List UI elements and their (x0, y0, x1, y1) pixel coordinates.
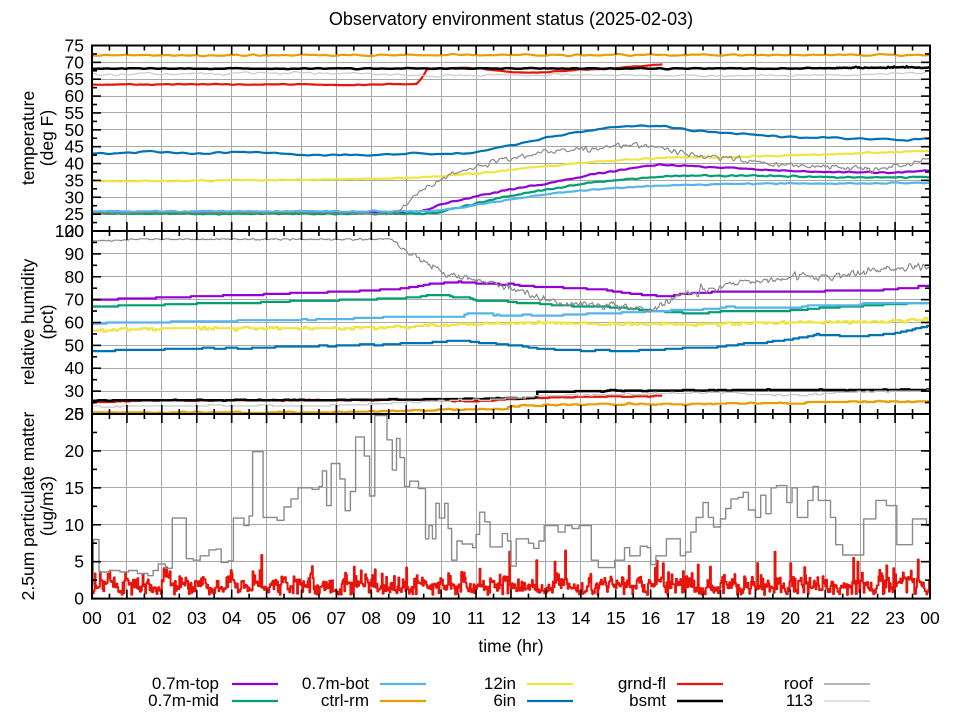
svg-text:113: 113 (786, 691, 813, 710)
svg-text:65: 65 (65, 69, 84, 89)
svg-text:15: 15 (606, 608, 625, 628)
svg-text:14: 14 (571, 608, 591, 628)
svg-text:(deg F): (deg F) (37, 110, 57, 166)
svg-text:19: 19 (746, 608, 765, 628)
svg-text:00: 00 (920, 608, 940, 628)
svg-text:40: 40 (65, 154, 85, 174)
svg-text:0.7m-bot: 0.7m-bot (302, 674, 369, 693)
svg-text:21: 21 (815, 608, 834, 628)
svg-text:2.5um particulate matter: 2.5um particulate matter (18, 411, 38, 600)
svg-text:grnd-fl: grnd-fl (618, 674, 666, 693)
svg-text:12: 12 (501, 608, 520, 628)
svg-text:relative humidity: relative humidity (18, 259, 38, 386)
svg-text:6in: 6in (493, 691, 516, 710)
svg-text:75: 75 (65, 36, 84, 56)
svg-text:23: 23 (885, 608, 904, 628)
svg-text:60: 60 (65, 86, 85, 106)
svg-text:20: 20 (781, 608, 801, 628)
svg-text:04: 04 (222, 608, 242, 628)
svg-text:temperature: temperature (18, 91, 38, 185)
svg-text:50: 50 (65, 120, 85, 140)
svg-text:15: 15 (65, 478, 84, 498)
svg-text:22: 22 (850, 608, 869, 628)
svg-text:18: 18 (711, 608, 730, 628)
svg-text:16: 16 (641, 608, 660, 628)
svg-text:12in: 12in (484, 674, 516, 693)
svg-text:time (hr): time (hr) (478, 636, 543, 656)
svg-text:55: 55 (65, 103, 84, 123)
svg-text:30: 30 (65, 381, 85, 401)
svg-text:(ug/m3): (ug/m3) (37, 476, 57, 536)
svg-text:Observatory environment status: Observatory environment status (2025-02-… (329, 9, 693, 29)
svg-text:60: 60 (65, 313, 85, 333)
svg-text:bsmt: bsmt (629, 691, 666, 710)
svg-text:20: 20 (65, 221, 85, 241)
svg-text:11: 11 (467, 608, 485, 628)
svg-text:13: 13 (536, 608, 555, 628)
svg-text:01: 01 (117, 608, 136, 628)
svg-text:roof: roof (784, 674, 814, 693)
svg-text:02: 02 (152, 608, 171, 628)
svg-text:ctrl-rm: ctrl-rm (321, 691, 369, 710)
svg-text:00: 00 (82, 608, 102, 628)
svg-text:70: 70 (65, 290, 85, 310)
svg-text:(pct): (pct) (37, 305, 57, 340)
svg-text:09: 09 (396, 608, 415, 628)
svg-text:0: 0 (74, 589, 84, 609)
svg-text:03: 03 (187, 608, 206, 628)
svg-text:5: 5 (74, 552, 84, 572)
svg-text:80: 80 (65, 267, 85, 287)
svg-text:30: 30 (65, 187, 85, 207)
svg-text:08: 08 (362, 608, 381, 628)
svg-text:70: 70 (65, 52, 85, 72)
svg-text:20: 20 (65, 441, 85, 461)
svg-text:25: 25 (65, 204, 84, 224)
svg-text:05: 05 (257, 608, 276, 628)
svg-text:0.7m-mid: 0.7m-mid (148, 691, 219, 710)
svg-text:45: 45 (65, 137, 84, 157)
svg-text:20: 20 (65, 404, 85, 424)
svg-text:06: 06 (292, 608, 311, 628)
svg-text:100: 100 (55, 221, 84, 241)
svg-text:07: 07 (327, 608, 346, 628)
svg-text:17: 17 (676, 608, 695, 628)
svg-text:50: 50 (65, 335, 85, 355)
svg-text:40: 40 (65, 358, 85, 378)
svg-text:10: 10 (431, 608, 451, 628)
svg-text:0.7m-top: 0.7m-top (152, 674, 219, 693)
svg-text:10: 10 (65, 515, 85, 535)
svg-text:25: 25 (65, 404, 84, 424)
svg-text:90: 90 (65, 244, 85, 264)
svg-text:35: 35 (65, 170, 84, 190)
